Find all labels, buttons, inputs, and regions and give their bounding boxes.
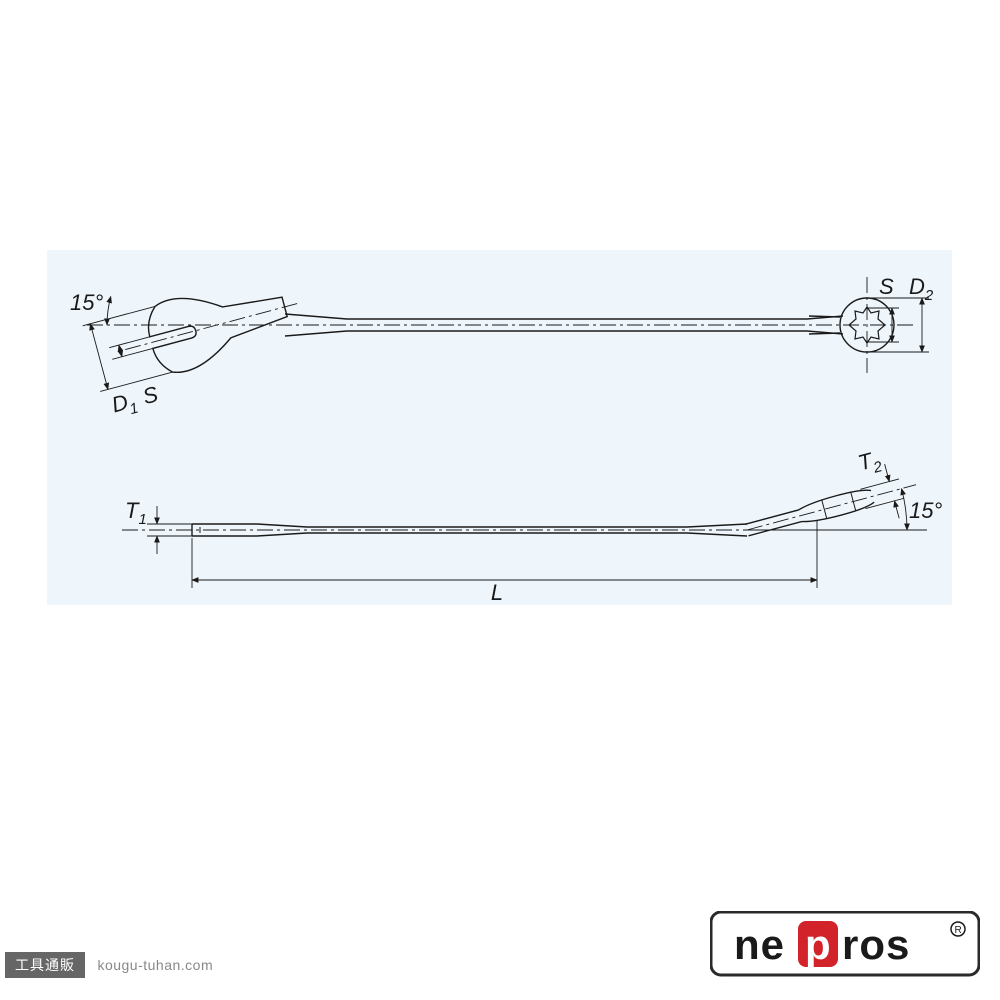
top-view: 15° D1 S S D2 <box>70 268 934 423</box>
brand-logo-svg: ne p ros R <box>710 911 980 983</box>
s-left-label: S <box>140 381 161 409</box>
technical-drawing-panel: 15° D1 S S D2 <box>47 250 952 605</box>
footer-left: 工具通販 kougu-tuhan.com <box>5 952 213 978</box>
brand-post: ros <box>842 921 910 968</box>
side-bent-end: T2 <box>735 438 924 557</box>
footer-site-url: kougu-tuhan.com <box>97 957 213 973</box>
angle-15-right-label: 15° <box>909 498 942 523</box>
s-right-label: S <box>879 274 894 299</box>
open-end-head <box>82 268 309 394</box>
d1-label: D1 <box>109 387 140 422</box>
angle-right: 15° <box>747 489 942 530</box>
diagram-svg: 15° D1 S S D2 <box>47 250 952 605</box>
t1-dimension: T1 <box>125 498 192 554</box>
angle-left <box>107 297 111 326</box>
footer: 工具通販 kougu-tuhan.com ne p ros R <box>0 930 1000 1000</box>
length-label: L <box>491 580 503 605</box>
brand-pre: ne <box>734 921 785 968</box>
angle-15-left-label: 15° <box>70 290 103 315</box>
d2-label: D2 <box>909 274 934 304</box>
t2-label: T2 <box>855 445 884 480</box>
brand-logo: ne p ros R <box>710 911 980 988</box>
side-view: T2 15° T1 <box>122 438 942 605</box>
brand-p: p <box>805 921 831 968</box>
footer-site-label: 工具通販 <box>5 952 85 978</box>
t1-label: T1 <box>125 498 147 528</box>
registered-r: R <box>955 925 962 936</box>
